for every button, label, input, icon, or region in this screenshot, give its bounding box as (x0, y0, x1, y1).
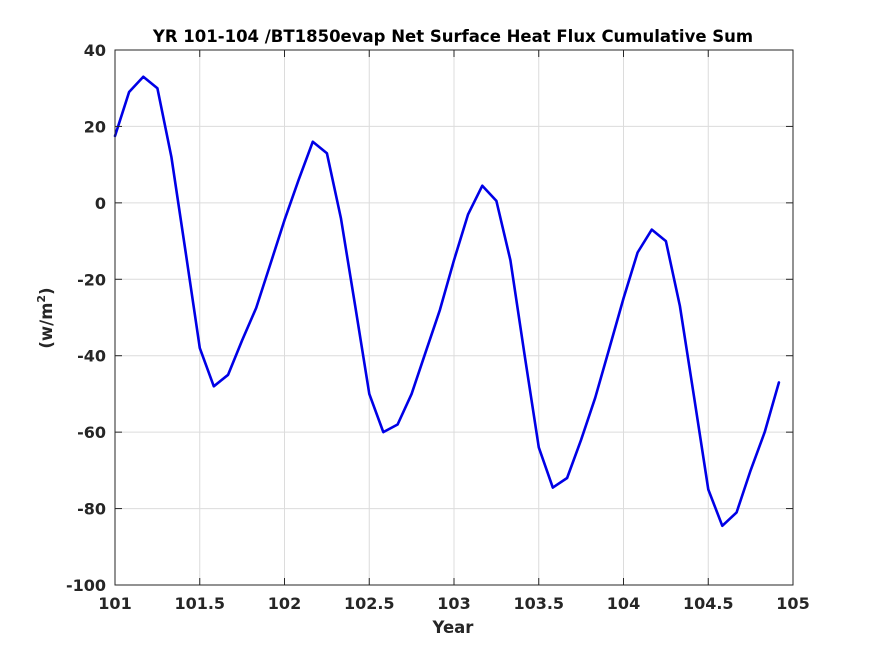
x-tick-label: 104.5 (683, 594, 734, 613)
x-tick-label: 103 (437, 594, 470, 613)
chart-title: YR 101-104 /BT1850evap Net Surface Heat … (152, 27, 753, 46)
y-tick-label: -100 (66, 576, 106, 595)
x-tick-labels: 101 101.5 102 102.5 103 103.5 104 104.5 105 (98, 594, 809, 613)
y-tick-label: -20 (77, 270, 106, 289)
y-axis-label-close: ) (37, 287, 56, 295)
y-axis-label: (w/m2) (35, 287, 56, 348)
y-axis-label-text: (w/m (37, 303, 56, 349)
x-tick-label: 104 (607, 594, 640, 613)
series-layer (113, 75, 781, 528)
y-tick-labels: -100 -80 -60 -40 -20 0 20 40 (66, 41, 106, 595)
y-tick-label: 40 (84, 41, 106, 60)
grid-lines (115, 50, 793, 585)
x-tick-label: 105 (776, 594, 809, 613)
tick-marks (114, 49, 794, 586)
x-tick-label: 101 (98, 594, 131, 613)
x-tick-label: 102.5 (344, 594, 395, 613)
y-tick-label: 20 (84, 117, 106, 136)
y-tick-label: 0 (95, 194, 106, 213)
x-tick-label: 102 (268, 594, 301, 613)
x-axis-label: Year (432, 618, 475, 637)
y-tick-label: -40 (77, 347, 106, 366)
series-line (113, 75, 781, 528)
y-axis-label-superscript: 2 (35, 295, 48, 303)
y-tick-label: -60 (77, 423, 106, 442)
x-tick-label: 103.5 (513, 594, 564, 613)
x-tick-label: 101.5 (174, 594, 225, 613)
y-tick-label: -80 (77, 500, 106, 519)
